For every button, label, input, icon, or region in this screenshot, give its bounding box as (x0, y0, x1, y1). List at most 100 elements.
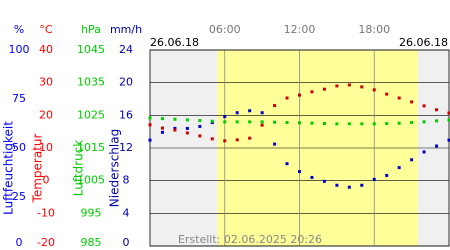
data-point (335, 84, 339, 88)
data-point (298, 121, 301, 125)
data-point (248, 136, 252, 140)
data-point (260, 120, 264, 124)
data-point (210, 137, 214, 141)
data-point (298, 170, 301, 174)
y-tick-label: 40 (39, 43, 53, 56)
data-point (385, 122, 389, 125)
axis-unit: °C (39, 23, 53, 36)
data-point (198, 124, 202, 128)
data-point (372, 177, 376, 181)
data-point (422, 150, 426, 154)
data-point (298, 93, 301, 97)
axis-unit: mm/h (110, 23, 142, 36)
data-point (173, 126, 177, 130)
data-point (360, 85, 364, 89)
data-point (235, 120, 239, 124)
data-point (422, 104, 426, 108)
data-point (335, 122, 339, 126)
x-tick-label: 06:00 (209, 23, 241, 36)
axis-unit: hPa (81, 23, 101, 36)
data-point (310, 90, 314, 94)
data-point (347, 83, 351, 87)
data-point (185, 126, 189, 130)
y-tick-label: 50 (12, 141, 26, 154)
data-point (322, 87, 326, 91)
axis-title: Luftfeuchtigkeit (2, 121, 16, 215)
data-point (435, 108, 439, 112)
y-tick-label: 0 (43, 174, 50, 187)
data-point (160, 117, 164, 121)
data-point (223, 120, 227, 124)
y-tick-label: 995 (81, 206, 102, 219)
data-point (447, 138, 450, 142)
y-tick-label: -20 (37, 236, 55, 249)
data-point (223, 115, 227, 119)
y-tick-label: 8 (123, 174, 130, 187)
data-point (160, 130, 164, 134)
data-point (185, 131, 189, 135)
y-tick-label: 30 (39, 76, 53, 89)
data-point (410, 121, 414, 125)
axis-title: Luftdruck (72, 140, 86, 197)
data-point (397, 166, 401, 170)
y-tick-label: 0 (16, 236, 23, 249)
y-tick-label: 20 (39, 108, 53, 121)
y-tick-label: 75 (12, 92, 26, 105)
data-point (322, 179, 326, 183)
axis-title: Temperatur (31, 133, 45, 203)
y-tick-label: 25 (12, 190, 26, 203)
data-point (235, 111, 239, 115)
data-point (173, 117, 177, 121)
plot-border (149, 49, 450, 247)
data-point (235, 138, 239, 142)
y-tick-label: 12 (119, 141, 133, 154)
y-tick-label: 4 (123, 206, 130, 219)
y-tick-label: 0 (123, 236, 130, 249)
data-point (273, 142, 277, 146)
data-point (335, 183, 339, 187)
data-point (285, 162, 289, 166)
data-point (360, 122, 364, 126)
y-tick-label: 10 (39, 141, 53, 154)
data-point (372, 88, 376, 92)
data-point (148, 123, 152, 127)
data-point (248, 120, 252, 124)
data-point (173, 128, 177, 132)
data-point (148, 138, 152, 142)
data-point (372, 122, 376, 126)
data-point (223, 139, 227, 143)
data-point (148, 116, 152, 120)
y-tick-label: 20 (119, 76, 133, 89)
date-start: 26.06.18 (150, 36, 199, 49)
data-point (248, 109, 252, 113)
axis-title: Niederschlag (108, 129, 122, 207)
data-point (210, 119, 214, 123)
data-point (310, 175, 314, 179)
axis-unit: % (14, 23, 24, 36)
data-point (160, 126, 164, 130)
data-point (285, 96, 289, 100)
data-point (322, 122, 326, 125)
data-point (273, 120, 277, 124)
y-tick-label: 1035 (77, 76, 105, 89)
data-point (185, 118, 189, 122)
y-tick-label: 1025 (77, 108, 105, 121)
data-point (360, 183, 364, 187)
x-tick-label: 12:00 (284, 23, 316, 36)
y-tick-label: -10 (37, 206, 55, 219)
y-tick-label: 24 (119, 43, 133, 56)
footer: Erstellt: 02.06.2025 20:26 (178, 233, 322, 246)
data-point (198, 119, 202, 123)
y-tick-label: 100 (9, 43, 30, 56)
data-point (447, 111, 450, 115)
y-tick-label: 1005 (77, 174, 105, 187)
data-point (310, 121, 314, 125)
data-point (273, 104, 277, 108)
data-point (285, 121, 289, 125)
date-end: 26.06.18 (399, 36, 448, 49)
y-tick-label: 1015 (77, 141, 105, 154)
data-point (260, 123, 264, 127)
data-point (410, 100, 414, 104)
data-point (422, 120, 426, 124)
